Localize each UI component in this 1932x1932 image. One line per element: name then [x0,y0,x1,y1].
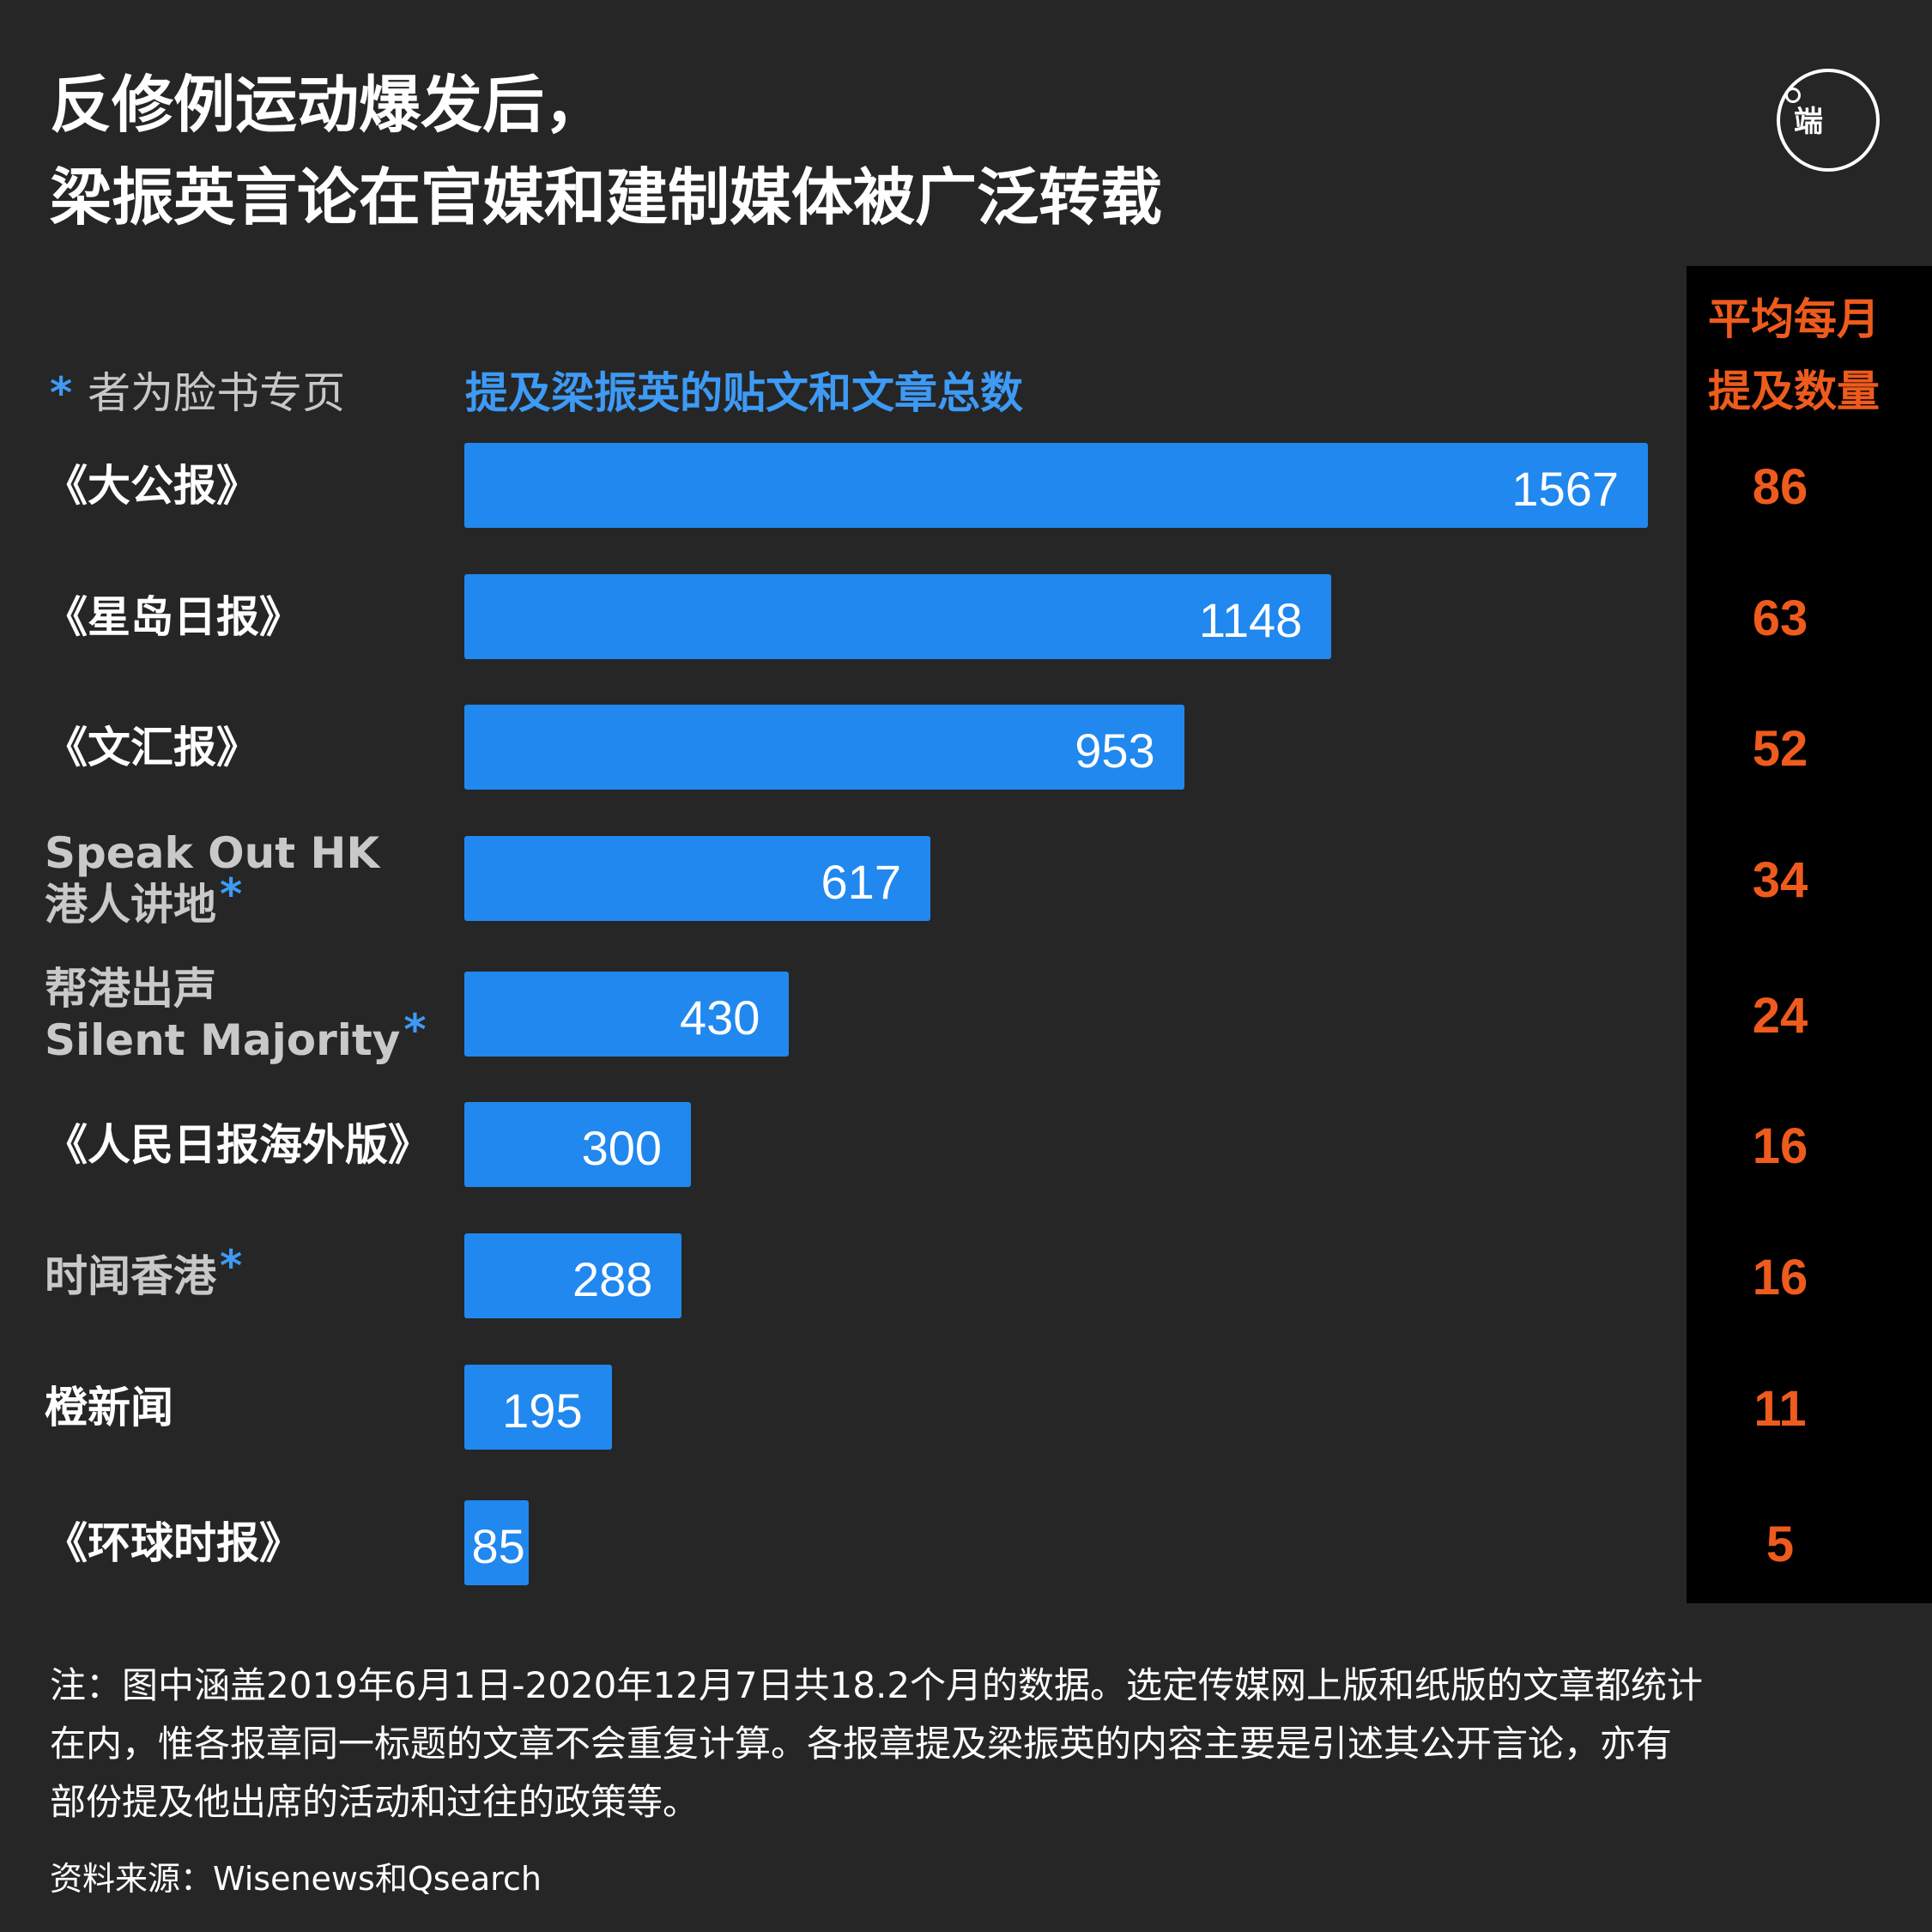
category-label: 《文汇报》 [45,722,259,773]
category-label: 时闻香港* [45,1240,243,1302]
category-label: 《人民日报海外版》 [45,1119,431,1171]
legend-text: 者为脸书专页 [88,368,346,418]
category-label-line: 《文汇报》 [45,722,259,772]
bar-value-label: 617 [821,855,901,909]
category-label: 《星岛日报》 [45,591,302,643]
footnote-line-3: 部份提及他出席的活动和过往的政策等。 [50,1781,700,1823]
bar [464,972,790,1057]
bar [464,1233,682,1318]
category-label-line: Silent Majority* [45,1004,427,1065]
category-label-line: Speak Out HK [45,827,380,878]
bar-axis-title: 提及梁振英的贴文和文章总数 [465,368,1023,418]
source-credit: 资料来源：Wisenews和Qsearch [50,1860,542,1898]
bar [464,443,1648,528]
footnote-line-2: 在内，惟各报章同一标题的文章不会重复计算。各报章提及梁振英的内容主要是引述其公开… [50,1723,1673,1765]
category-label-line: 帮港出声 [45,963,216,1014]
average-column-panel [1687,266,1932,1603]
bar [464,1102,691,1187]
average-column-header: 平均每月 提及数量 [1708,283,1914,427]
bar [464,574,1332,659]
logo-dot-icon [1785,88,1801,103]
bar-value-label: 85 [471,1519,525,1573]
facebook-page-star: * [220,1240,243,1291]
bar [464,1365,612,1450]
bar [464,1500,529,1585]
bar-value-label: 430 [679,990,760,1045]
category-label: 橙新闻 [45,1382,173,1433]
monthly-average-value: 16 [1752,1118,1808,1174]
bar [464,705,1184,790]
monthly-average-value: 86 [1752,459,1808,515]
footnote-line-1: 注：图中涵盖2019年6月1日-2020年12月7日共18.2个月的数据。选定传… [50,1664,1704,1706]
bar-value-label: 953 [1075,724,1155,778]
average-column-header-line-1: 平均每月 [1708,294,1880,344]
facebook-page-star: * [403,1004,427,1055]
facebook-page-star: * [220,869,243,919]
facebook-page-legend: * 者为脸书专页 [50,359,345,421]
bar-value-label: 195 [502,1384,583,1438]
legend-star: * [50,368,73,418]
chart-title: 反修例运动爆发后， 梁振英言论在官媒和建制媒体被广泛转载 [50,58,1162,244]
logo-glyph: 端 [1794,105,1823,139]
bar-value-label: 288 [572,1252,653,1306]
bar [464,836,930,921]
monthly-average-value: 63 [1752,591,1808,646]
bar-value-label: 1148 [1198,593,1303,647]
monthly-average-value: 16 [1752,1250,1808,1305]
monthly-average-value: 5 [1765,1517,1795,1572]
category-label-line: 《大公报》 [45,460,259,511]
chart-title-line-1: 反修例运动爆发后， [50,69,607,141]
category-label-line: 《环球时报》 [45,1517,302,1568]
category-label-line: 《人民日报海外版》 [45,1119,431,1170]
category-label-line: 港人讲地* [45,869,243,930]
category-label: 帮港出声 Silent Majority* [45,963,427,1066]
bar-value-label: 1567 [1511,462,1619,516]
chart-title-line-2: 梁振英言论在官媒和建制媒体被广泛转载 [50,161,1163,233]
category-label: 《大公报》 [45,460,259,512]
monthly-average-value: 34 [1752,852,1808,908]
average-column-header-line-2: 提及数量 [1708,366,1880,416]
category-label: Speak Out HK 港人讲地* [45,827,379,930]
footnote: 注：图中涵盖2019年6月1日-2020年12月7日共18.2个月的数据。选定传… [50,1656,1895,1832]
category-label: 《环球时报》 [45,1517,302,1569]
category-label-line: 《星岛日报》 [45,591,302,642]
monthly-average-value: 11 [1753,1381,1807,1437]
category-label-line: 时闻香港* [45,1240,243,1301]
initium-logo-icon: 端 [1777,69,1880,172]
category-label-line: 橙新闻 [45,1382,173,1432]
monthly-average-value: 52 [1752,721,1808,777]
bar-value-label: 300 [581,1121,662,1175]
monthly-average-value: 24 [1752,988,1808,1044]
